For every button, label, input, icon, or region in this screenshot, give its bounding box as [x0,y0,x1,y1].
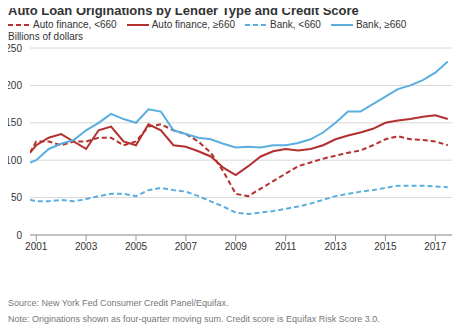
html-text:Auto Loan Originations by Lend: Auto Loan Originations by Lender Type an… [8,3,359,18]
svg-text:2003: 2003 [75,241,98,252]
svg-text:2011: 2011 [275,241,297,252]
svg-text:2017: 2017 [424,241,447,252]
svg-text:2007: 2007 [175,241,198,252]
svg-text:2015: 2015 [374,241,397,252]
html-text:Auto finance, ≥660: Auto finance, ≥660 [151,19,235,30]
html-text:Note: Originations shown as fo: Note: Originations shown as four-quarter… [8,314,380,324]
svg-text:2013: 2013 [324,241,347,252]
svg-text:250: 250 [8,43,22,54]
html-text:Source: New York Fed Consumer: Source: New York Fed Consumer Credit Pan… [8,298,229,308]
html-text:Bank, <660: Bank, <660 [270,19,321,30]
html-text:Billions of dollars: Billions of dollars [8,31,83,42]
svg-text:100: 100 [8,155,22,166]
svg-text:50: 50 [11,192,23,203]
svg-text:2005: 2005 [125,241,148,252]
svg-text:150: 150 [8,117,22,128]
html-text:Auto finance, <660: Auto finance, <660 [33,19,117,30]
svg-text:200: 200 [8,80,22,91]
svg-text:2009: 2009 [225,241,248,252]
svg-text:2001: 2001 [25,241,48,252]
html-text:Bank, ≥660: Bank, ≥660 [355,19,407,30]
svg-text:0: 0 [16,230,22,241]
